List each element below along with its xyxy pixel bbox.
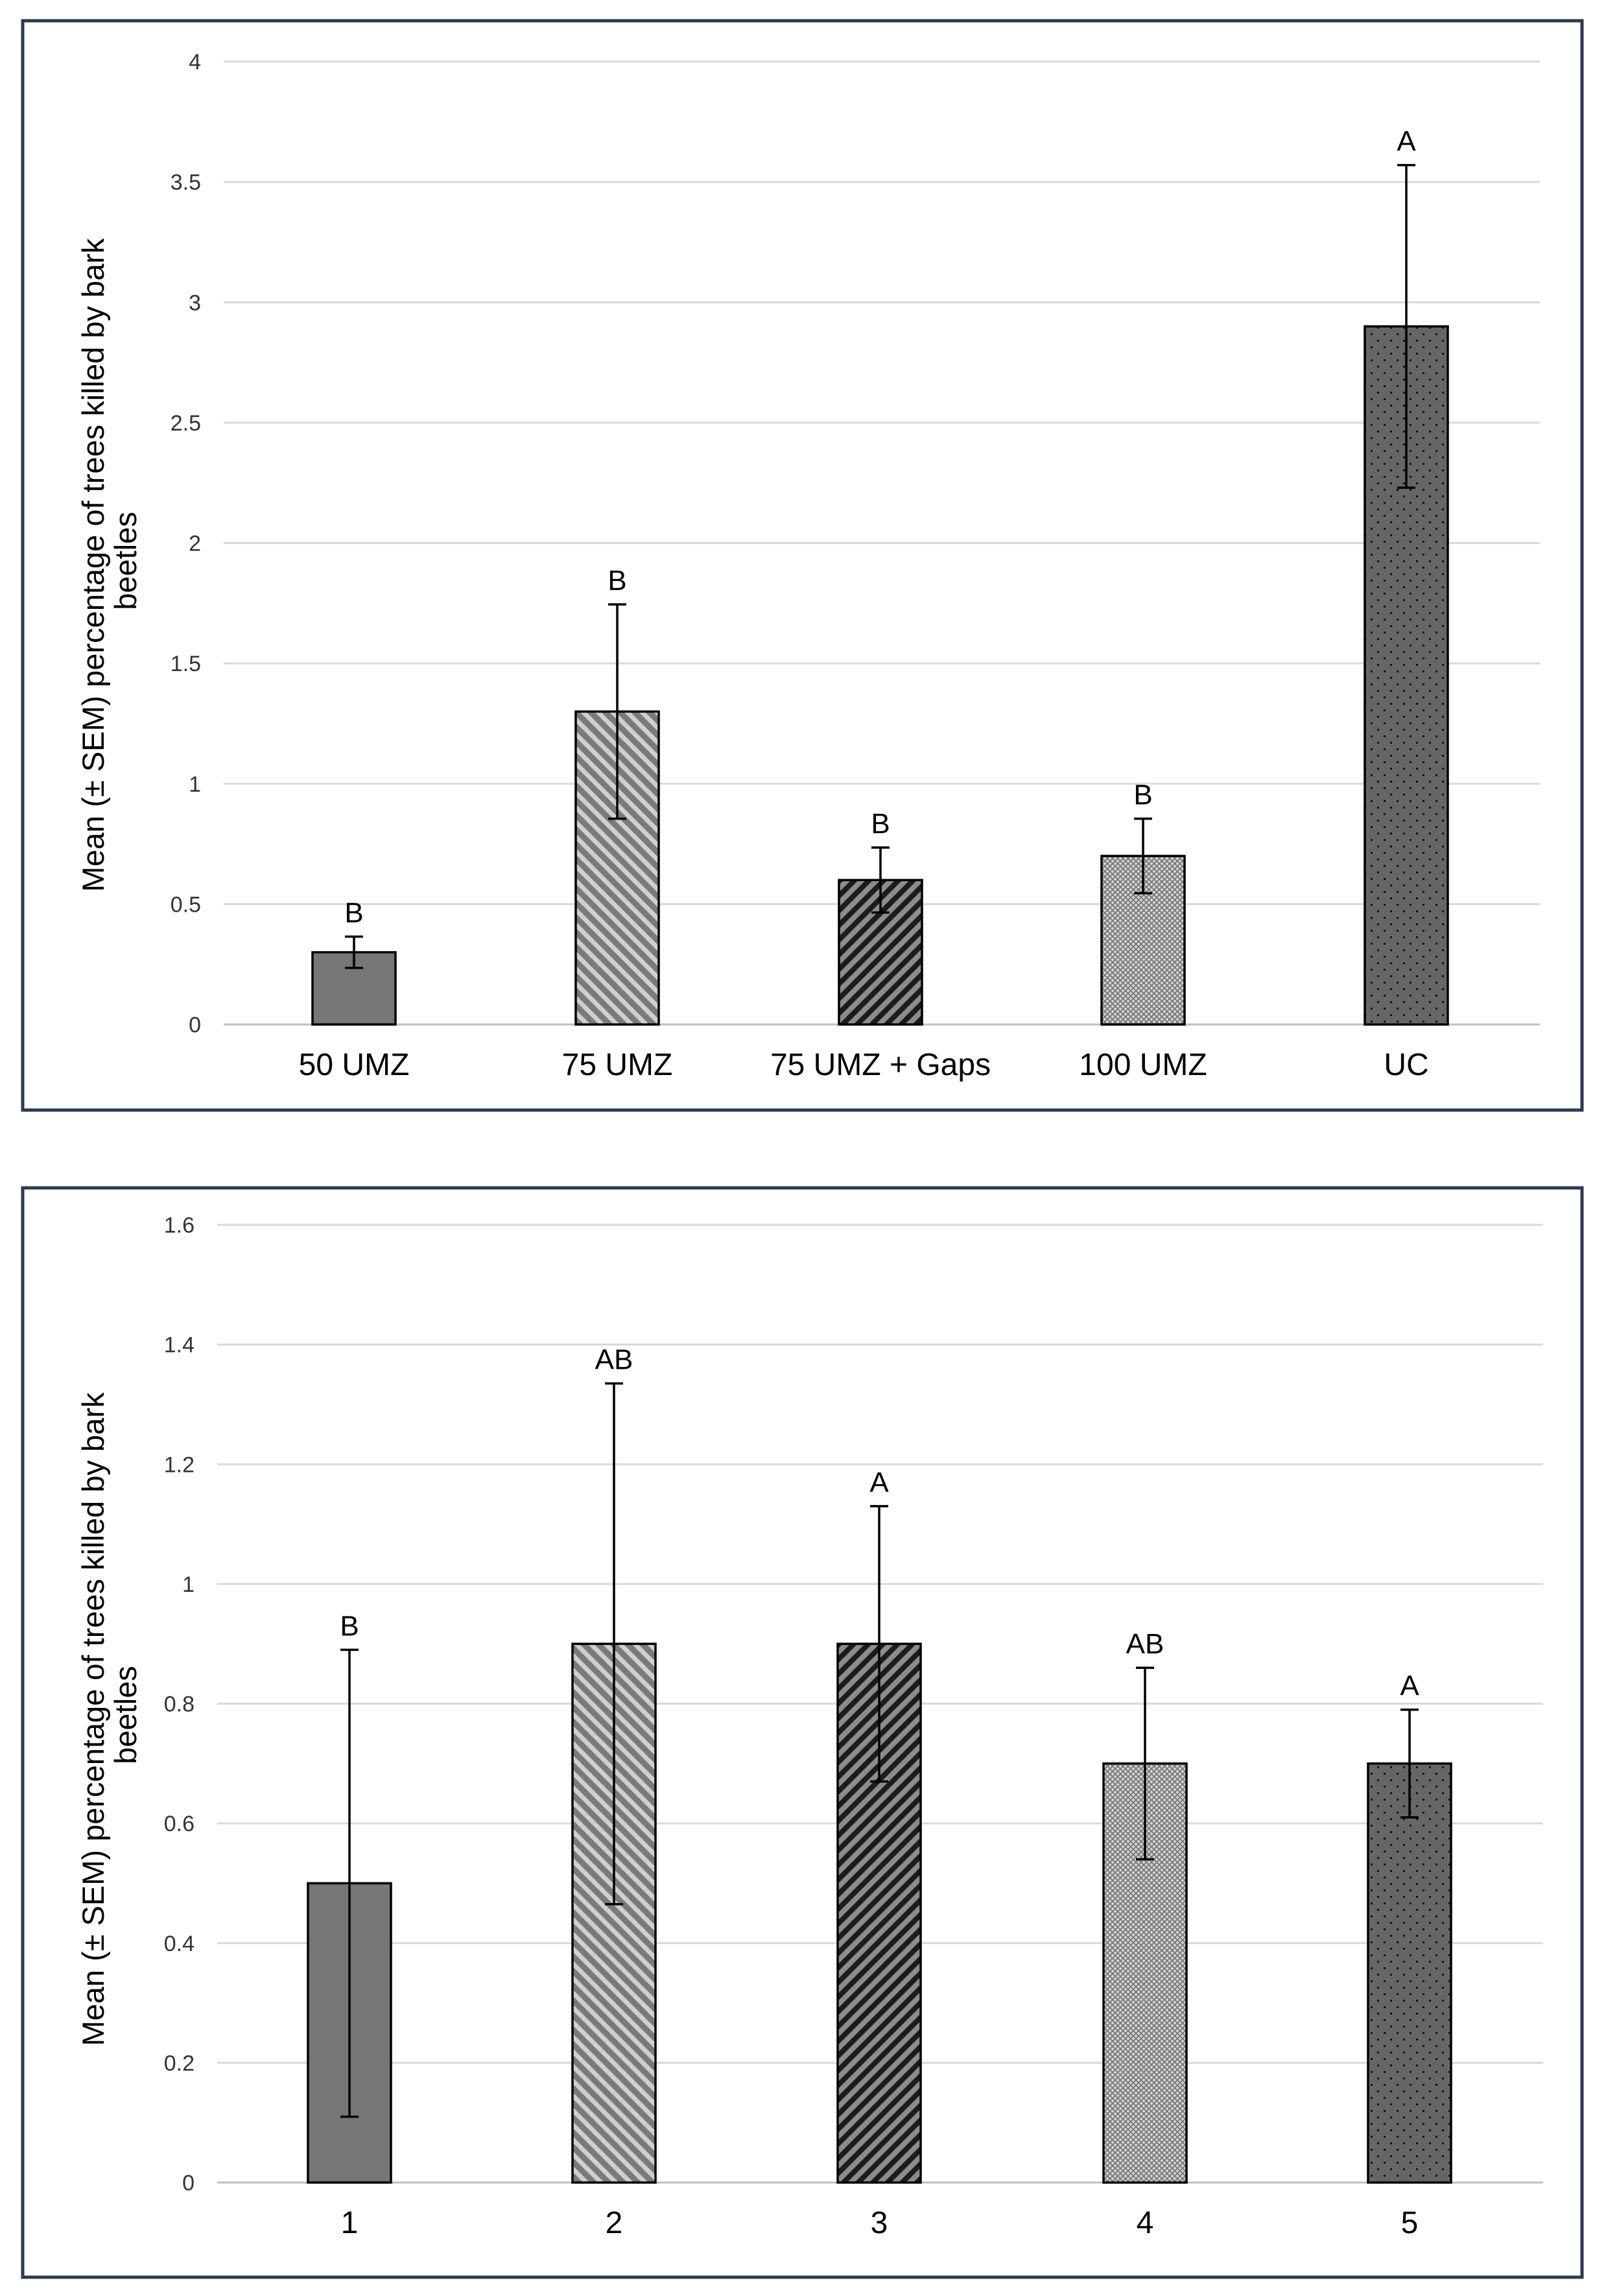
x-tick-label: 1 [341,2206,359,2240]
significance-label: B [340,1610,359,1642]
x-tick-label: 5 [1401,2206,1419,2240]
error-bar [608,603,626,820]
y-tick-label: 1.2 [164,1452,195,1477]
x-tick-label: 2 [606,2206,623,2240]
y-tick-label: 0.6 [164,1812,195,1836]
y-axis-label-line-2: beetles [108,1666,143,1764]
bar [1367,1762,1452,2184]
significance-label: B [1133,779,1152,811]
chart-panel-bottom: 0 0.2 0.4 0.6 0.8 1 1.2 1.4 1.6 B 1 AB 2 A 3 AB 4 A 5 Mean… [21,1186,1584,2279]
y-axis-label: Mean (± SEM) percentage of trees killed … [76,1384,143,2046]
y-tick-label: 0.2 [164,2051,195,2076]
error-bar [1134,817,1152,895]
error-bar [870,1505,888,1783]
panel-frame [21,19,1584,1112]
y-tick-label: 2.5 [171,411,201,436]
significance-label: AB [1126,1628,1164,1660]
error-bar [345,935,363,969]
x-tick-label: 75 UMZ [562,1048,673,1082]
error-bar [340,1648,359,2118]
x-tick-label: 3 [871,2206,888,2240]
y-tick-label: 0.5 [171,892,201,917]
y-tick-label: 0.8 [164,1692,195,1717]
y-axis-label-line-1: Mean (± SEM) percentage of trees killed … [76,238,110,892]
significance-label: B [608,565,626,597]
y-tick-label: 1.5 [171,652,201,676]
significance-label: A [1400,1670,1419,1702]
x-tick-label: 4 [1137,2206,1154,2240]
bar [836,1642,922,2184]
y-tick-label: 2 [189,532,201,556]
y-tick-label: 0 [182,2171,195,2195]
y-tick-label: 1.6 [164,1213,195,1238]
y-tick-label: 1.4 [164,1333,195,1358]
significance-label: A [1397,126,1416,158]
y-tick-label: 0 [189,1013,201,1037]
y-tick-label: 1 [182,1572,195,1597]
panel-frame [21,1186,1584,2279]
error-bar [1397,163,1415,489]
error-bar [605,1382,623,1906]
y-tick-label: 3 [189,290,201,315]
x-tick-label: 50 UMZ [299,1048,410,1082]
chart-panel-top: 0 0.5 1 1.5 2 2.5 3 3.5 4 B 50 UMZ B 75 UMZ B 75 UMZ +… [21,19,1584,1112]
y-axis-label-line-1: Mean (± SEM) percentage of trees killed … [76,1392,110,2046]
x-tick-label: 100 UMZ [1079,1048,1207,1082]
error-bar [1400,1708,1419,1819]
error-bar [1136,1666,1154,1861]
significance-label: B [871,808,890,840]
y-tick-label: 1 [189,772,201,797]
significance-label: B [344,897,363,929]
significance-label: A [869,1467,889,1498]
x-tick-label: UC [1384,1048,1428,1082]
y-axis-label-line-2: beetles [108,512,143,610]
y-tick-label: 3.5 [171,171,201,195]
error-bar [871,846,890,914]
y-axis-label: Mean (± SEM) percentage of trees killed … [76,230,143,892]
significance-label: AB [595,1344,633,1376]
y-tick-label: 0.4 [164,1932,195,1956]
x-tick-label: 75 UMZ + Gaps [770,1048,991,1082]
y-tick-label: 4 [189,50,201,75]
